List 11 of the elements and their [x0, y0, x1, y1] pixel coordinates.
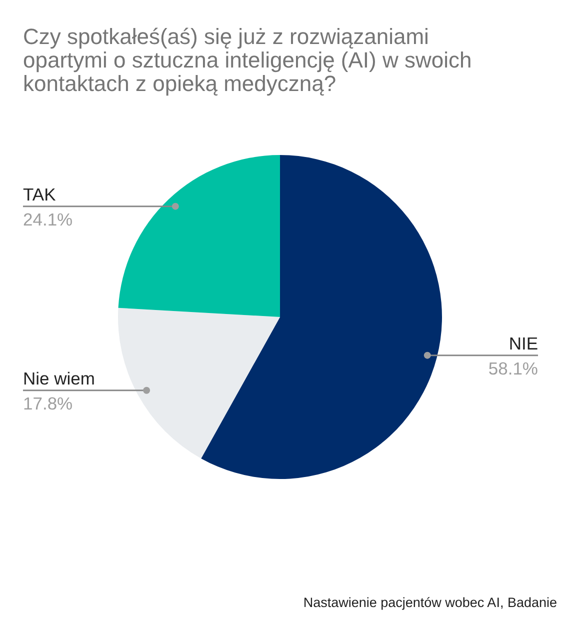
slice-label: NIE — [508, 333, 538, 354]
data-label: 17.8% — [23, 393, 73, 414]
text: Nastawienie pacjentów wobec AI, Badanie — [303, 595, 557, 610]
chart-title: Czy spotkałeś(aś) się już z rozwiązaniami opartymi o sztuczna inteligencję (AI) w swoich kontaktach z opieką medyczną? — [23, 24, 472, 96]
pie-slice — [118, 155, 280, 317]
pie-slice — [201, 155, 442, 479]
slice-label: TAK — [23, 184, 56, 204]
slice-label: Nie wiem — [23, 368, 95, 388]
data-label: 24.1% — [23, 209, 73, 230]
data-label: 58.1% — [488, 358, 538, 378]
pie-slice — [118, 308, 280, 458]
